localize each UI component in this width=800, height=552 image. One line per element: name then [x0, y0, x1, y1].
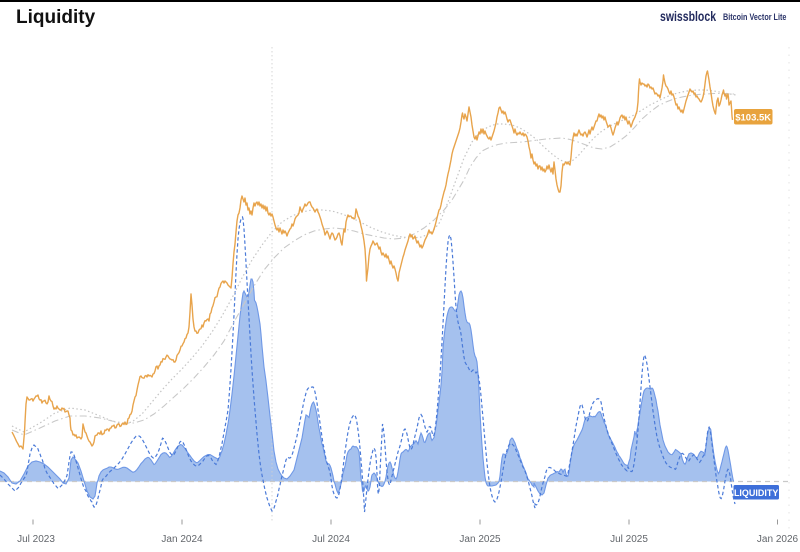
svg-text:Jan 2025: Jan 2025	[459, 534, 501, 545]
svg-text:$103.5K: $103.5K	[735, 113, 771, 124]
svg-text:Jul 2023: Jul 2023	[17, 534, 55, 545]
svg-text:Jul 2024: Jul 2024	[312, 534, 350, 545]
svg-text:Jan 2026: Jan 2026	[757, 534, 799, 545]
svg-text:Jul 2025: Jul 2025	[610, 534, 648, 545]
svg-text:LIQUIDITY: LIQUIDITY	[734, 488, 779, 498]
svg-text:Jan 2024: Jan 2024	[161, 534, 203, 545]
